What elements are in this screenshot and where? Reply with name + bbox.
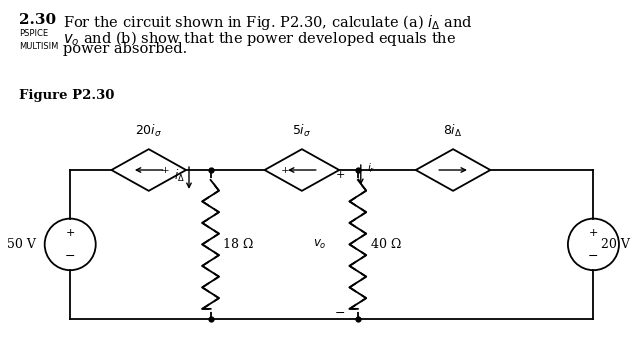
Text: Figure P2.30: Figure P2.30 <box>19 89 114 102</box>
Text: 18 Ω: 18 Ω <box>224 238 254 251</box>
Text: 20 V: 20 V <box>601 238 630 251</box>
Text: +: + <box>161 166 170 174</box>
Text: For the circuit shown in Fig. P2.30, calculate (a) $i_{\Delta}$ and: For the circuit shown in Fig. P2.30, cal… <box>63 13 473 32</box>
Text: $i_{\Delta}$: $i_{\Delta}$ <box>174 168 185 184</box>
Text: +: + <box>335 170 345 180</box>
Text: 40 Ω: 40 Ω <box>371 238 401 251</box>
Text: $v_o$: $v_o$ <box>313 238 327 251</box>
Text: +: + <box>589 228 598 238</box>
Text: $i_r$: $i_r$ <box>367 161 375 175</box>
Text: −: − <box>65 250 75 263</box>
Text: −: − <box>335 307 346 320</box>
Text: +: + <box>281 166 289 174</box>
Text: $8i_{\Delta}$: $8i_{\Delta}$ <box>443 123 463 139</box>
Text: 50 V: 50 V <box>7 238 36 251</box>
Text: $v_o$ and (b) show that the power developed equals the: $v_o$ and (b) show that the power develo… <box>63 29 457 48</box>
Text: −: − <box>588 250 599 263</box>
Text: +: + <box>66 228 75 238</box>
Text: PSPICE: PSPICE <box>19 29 49 38</box>
Text: $20i_{\sigma}$: $20i_{\sigma}$ <box>135 123 162 139</box>
Text: power absorbed.: power absorbed. <box>63 42 188 56</box>
Text: MULTISIM: MULTISIM <box>19 42 59 51</box>
Text: $5i_{\sigma}$: $5i_{\sigma}$ <box>292 123 311 139</box>
Text: 2.30: 2.30 <box>19 13 56 27</box>
